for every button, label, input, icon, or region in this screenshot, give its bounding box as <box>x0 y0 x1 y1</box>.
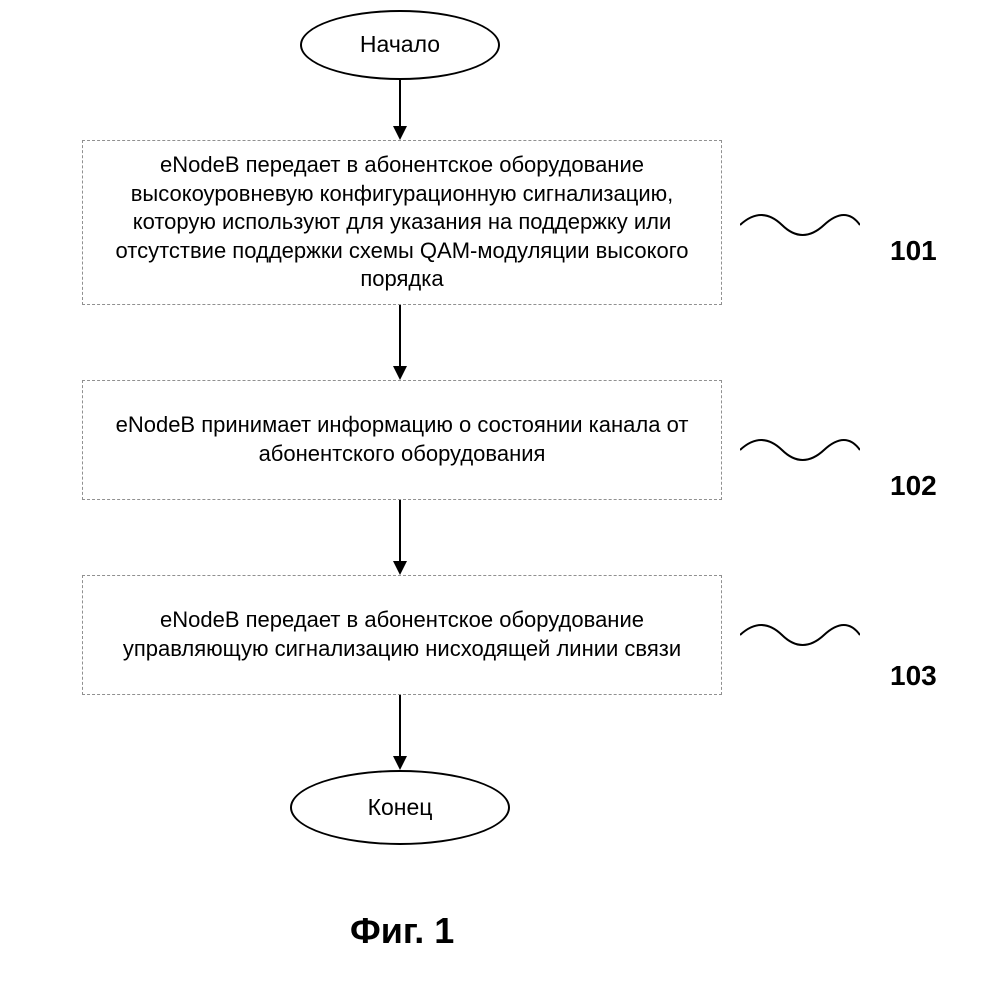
box2-text: eNodeB принимает информацию о состоянии … <box>103 411 701 468</box>
arrow-1-line <box>399 305 401 368</box>
label-101: 101 <box>890 235 937 267</box>
box2: eNodeB принимает информацию о состоянии … <box>82 380 722 500</box>
squiggle-0 <box>740 205 860 245</box>
squiggle-2 <box>740 615 860 655</box>
arrow-3-line <box>399 695 401 758</box>
box1: eNodeB передает в абонентское оборудован… <box>82 140 722 305</box>
arrow-2-head <box>393 561 407 575</box>
figure-caption: Фиг. 1 <box>350 910 454 952</box>
start: Начало <box>300 10 500 80</box>
arrow-0-head <box>393 126 407 140</box>
box1-text: eNodeB передает в абонентское оборудован… <box>103 151 701 294</box>
end: Конец <box>290 770 510 845</box>
end-label: Конец <box>368 793 433 823</box>
arrow-2-line <box>399 500 401 563</box>
label-102: 102 <box>890 470 937 502</box>
label-103: 103 <box>890 660 937 692</box>
start-label: Начало <box>360 30 440 60</box>
squiggle-1 <box>740 430 860 470</box>
arrow-3-head <box>393 756 407 770</box>
arrow-1-head <box>393 366 407 380</box>
arrow-0-line <box>399 80 401 128</box>
box3: eNodeB передает в абонентское оборудован… <box>82 575 722 695</box>
box3-text: eNodeB передает в абонентское оборудован… <box>103 606 701 663</box>
